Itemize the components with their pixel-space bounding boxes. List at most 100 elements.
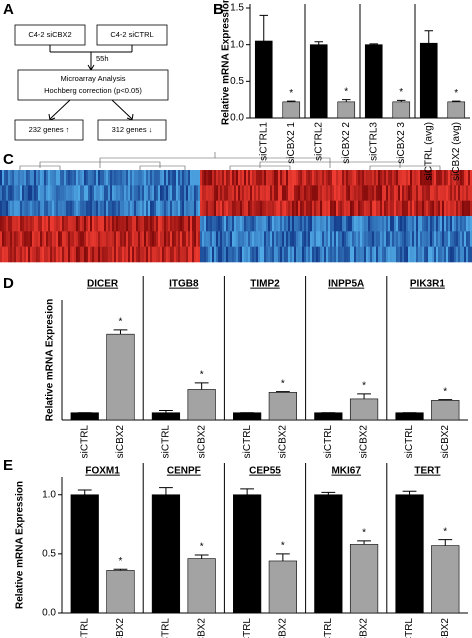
heat-cell bbox=[258, 246, 261, 263]
heat-cell bbox=[28, 231, 31, 247]
heat-cell bbox=[264, 200, 267, 217]
heat-cell bbox=[56, 246, 59, 263]
heat-cell bbox=[294, 246, 297, 263]
heat-cell bbox=[104, 170, 107, 186]
error-bar bbox=[240, 488, 255, 495]
heat-cell bbox=[88, 185, 91, 201]
heat-cell bbox=[266, 185, 269, 201]
heat-cell bbox=[126, 200, 129, 217]
heat-cell bbox=[370, 216, 373, 232]
heat-cell bbox=[370, 200, 373, 217]
heat-cell bbox=[340, 246, 343, 263]
heat-cell bbox=[316, 231, 319, 247]
heat-cell bbox=[452, 231, 455, 247]
dendrogram bbox=[19, 152, 441, 170]
heat-cell bbox=[414, 231, 417, 247]
heat-cell bbox=[412, 231, 415, 247]
heat-cell bbox=[166, 185, 169, 201]
heat-cell bbox=[152, 170, 155, 186]
heat-cell bbox=[196, 231, 199, 247]
heat-cell bbox=[334, 170, 337, 186]
error-bar bbox=[275, 391, 290, 393]
heat-cell bbox=[206, 170, 209, 186]
heat-cell bbox=[72, 200, 75, 217]
heat-cell bbox=[282, 185, 285, 201]
heat-cell bbox=[16, 216, 19, 232]
heat-cell bbox=[32, 170, 35, 186]
heat-cell bbox=[74, 200, 77, 217]
heat-cell bbox=[354, 170, 357, 186]
heat-cell bbox=[106, 246, 109, 263]
heat-cell bbox=[186, 216, 189, 232]
heat-cell bbox=[316, 200, 319, 217]
heat-cell bbox=[416, 185, 419, 201]
significance-mark: * bbox=[443, 386, 447, 397]
heat-cell bbox=[82, 185, 85, 201]
heat-cell bbox=[336, 170, 339, 186]
heat-cell bbox=[260, 200, 263, 217]
heat-cell bbox=[48, 185, 51, 201]
heat-cell bbox=[8, 216, 11, 232]
heat-cell bbox=[134, 200, 137, 217]
heat-cell bbox=[240, 200, 243, 217]
heat-cell bbox=[162, 185, 165, 201]
heat-cell bbox=[330, 231, 333, 247]
heat-cell bbox=[176, 200, 179, 217]
heat-cell bbox=[464, 216, 467, 232]
heat-cell bbox=[194, 200, 197, 217]
heat-cell bbox=[298, 216, 301, 232]
x-tick-label: siCBX2 1 bbox=[286, 122, 297, 164]
heat-cell bbox=[50, 170, 53, 186]
heat-cell bbox=[338, 185, 341, 201]
heat-cell bbox=[104, 216, 107, 232]
heat-cell bbox=[268, 231, 271, 247]
heat-cell bbox=[20, 200, 23, 217]
heat-cell bbox=[310, 200, 313, 217]
heat-cell bbox=[54, 185, 57, 201]
x-tick-label: siCBX2 bbox=[278, 425, 289, 459]
heat-cell bbox=[138, 170, 141, 186]
heat-cell bbox=[296, 246, 299, 263]
heat-cell bbox=[166, 216, 169, 232]
error-bar bbox=[424, 30, 433, 44]
heat-cell bbox=[176, 231, 179, 247]
heat-cell bbox=[122, 216, 125, 232]
heat-cell bbox=[378, 216, 381, 232]
heat-cell bbox=[224, 216, 227, 232]
panel-title: PIK3R1 bbox=[410, 279, 445, 290]
heat-cell bbox=[0, 231, 3, 247]
heat-cell bbox=[320, 231, 323, 247]
heat-cell bbox=[444, 185, 447, 201]
heat-cell bbox=[390, 200, 393, 217]
heat-cell bbox=[312, 216, 315, 232]
heat-cell bbox=[90, 216, 93, 232]
heat-cell bbox=[116, 200, 119, 217]
heat-cell bbox=[194, 231, 197, 247]
heat-cell bbox=[272, 170, 275, 186]
heat-cell bbox=[240, 185, 243, 201]
heat-cell bbox=[136, 200, 139, 217]
heat-cell bbox=[256, 185, 259, 201]
heat-cell bbox=[274, 185, 277, 201]
heat-cell bbox=[452, 185, 455, 201]
heat-cell bbox=[194, 185, 197, 201]
heat-cell bbox=[208, 200, 211, 217]
heat-cell bbox=[274, 246, 277, 263]
heat-cell bbox=[22, 246, 25, 263]
x-tick-label: siCTRL bbox=[242, 425, 253, 459]
heat-cell bbox=[64, 231, 67, 247]
heat-cell bbox=[254, 170, 257, 186]
arrow bbox=[111, 99, 133, 120]
heat-cell bbox=[404, 170, 407, 186]
heat-cell bbox=[324, 185, 327, 201]
heat-cell bbox=[464, 200, 467, 217]
heat-cell bbox=[86, 200, 89, 217]
heat-cell bbox=[294, 216, 297, 232]
heat-cell bbox=[108, 246, 111, 263]
heat-cell bbox=[434, 216, 437, 232]
heat-cell bbox=[324, 216, 327, 232]
heat-cell bbox=[266, 216, 269, 232]
significance-mark: * bbox=[443, 526, 447, 537]
heat-cell bbox=[14, 185, 17, 201]
heat-cell bbox=[48, 170, 51, 186]
